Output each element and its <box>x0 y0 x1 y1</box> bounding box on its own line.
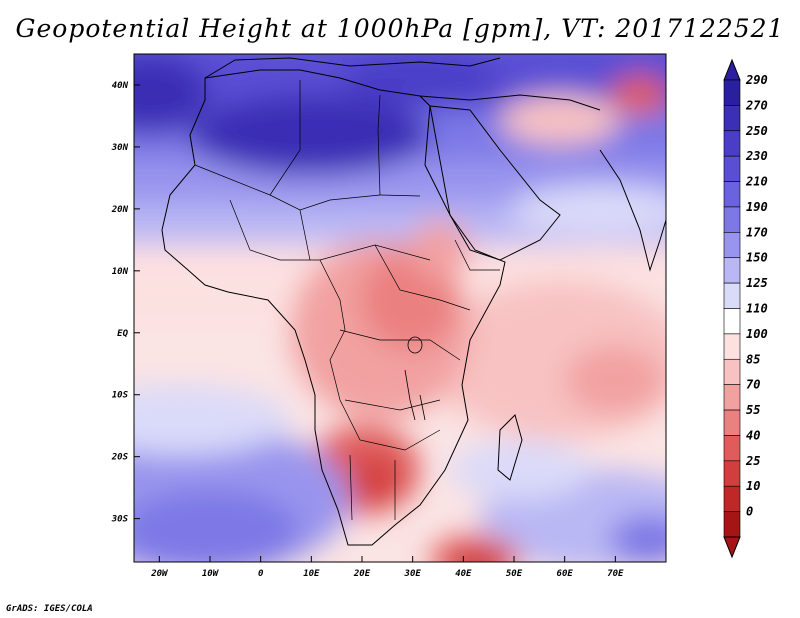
madagascar-outline <box>497 414 523 481</box>
lon-tick-label: 30E <box>404 569 422 579</box>
colorbar-label: 55 <box>746 403 760 417</box>
colorbar-swatch <box>723 105 741 132</box>
india-outline <box>599 149 666 272</box>
lat-tick-label: 30S <box>111 515 129 525</box>
colorbar-label: 290 <box>745 73 768 87</box>
colorbar-swatch <box>723 511 741 538</box>
colorbar-label: 85 <box>746 352 760 366</box>
colorbar-label: 190 <box>746 200 768 214</box>
colorbar-swatch <box>723 333 741 360</box>
colorbar: 2902702502302101901701501251101008570554… <box>723 58 768 559</box>
latitude-axis: 40N 30N 20N 10N EQ 10S 20S 30S <box>111 81 140 525</box>
colorbar-swatch <box>723 409 741 436</box>
lat-tick-label: 10S <box>112 391 129 401</box>
lat-tick-label: EQ <box>117 329 128 339</box>
lon-tick-label: 70E <box>607 569 624 579</box>
arabia-outline <box>429 105 561 261</box>
lat-tick-label: 10N <box>112 267 129 277</box>
colorbar-swatch <box>723 308 741 335</box>
colorbar-label: 10 <box>746 479 760 493</box>
colorbar-swatch <box>723 257 741 284</box>
shaded-contours <box>134 54 666 562</box>
longitude-axis: 20W 10W 0 10E 20E 30E 40E 50E 60E 70E <box>150 556 624 579</box>
grads-credit: GrADS: IGES/COLA <box>6 604 93 614</box>
colorbar-swatch <box>723 206 741 233</box>
colorbar-bottom-arrow <box>723 536 741 559</box>
colorbar-label: 0 <box>746 505 753 519</box>
colorbar-swatch <box>723 435 741 462</box>
lon-tick-label: 20E <box>353 569 371 579</box>
colorbar-swatch <box>723 282 741 309</box>
colorbar-label: 25 <box>745 454 760 468</box>
lon-tick-label: 10W <box>202 569 220 579</box>
lon-tick-label: 60E <box>557 569 574 579</box>
lon-tick-label: 40E <box>455 569 472 579</box>
lakes <box>404 336 426 421</box>
height-field <box>134 54 666 562</box>
colorbar-label: 40 <box>746 428 760 442</box>
colorbar-label: 70 <box>746 378 760 392</box>
map-title: Geopotential Height at 1000hPa [gpm], VT… <box>15 14 785 43</box>
colorbar-swatch <box>723 232 741 259</box>
colorbar-swatch <box>723 358 741 385</box>
colorbar-swatch <box>723 181 741 208</box>
colorbar-swatch <box>723 460 741 487</box>
lon-tick-label: 20W <box>150 569 169 579</box>
colorbar-label: 150 <box>746 251 768 265</box>
colorbar-label: 125 <box>746 276 768 290</box>
colorbar-label: 230 <box>745 149 768 163</box>
colorbar-swatch <box>723 485 741 512</box>
colorbar-label: 110 <box>746 302 768 316</box>
lat-tick-label: 20S <box>111 453 129 463</box>
colorbar-swatch <box>723 384 741 411</box>
lat-tick-label: 20N <box>111 205 129 215</box>
colorbar-top-arrow <box>723 58 741 81</box>
lon-tick-label: 0 <box>258 569 264 579</box>
colorbar-label: 250 <box>745 124 768 138</box>
colorbar-swatch <box>723 130 741 157</box>
map-frame <box>133 53 667 563</box>
lon-tick-label: 50E <box>506 569 523 579</box>
colorbar-swatch <box>723 79 741 106</box>
coastlines <box>161 57 666 546</box>
lon-tick-label: 10E <box>303 569 320 579</box>
colorbar-swatch <box>723 155 741 182</box>
colorbar-label: 100 <box>746 327 768 341</box>
colorbar-label: 170 <box>746 225 768 239</box>
colorbar-label: 210 <box>745 175 768 189</box>
lat-tick-label: 40N <box>112 81 129 91</box>
country-borders <box>194 80 500 521</box>
colorbar-label: 270 <box>745 98 768 112</box>
europe-outline <box>204 57 601 111</box>
lat-tick-label: 30N <box>111 143 129 153</box>
